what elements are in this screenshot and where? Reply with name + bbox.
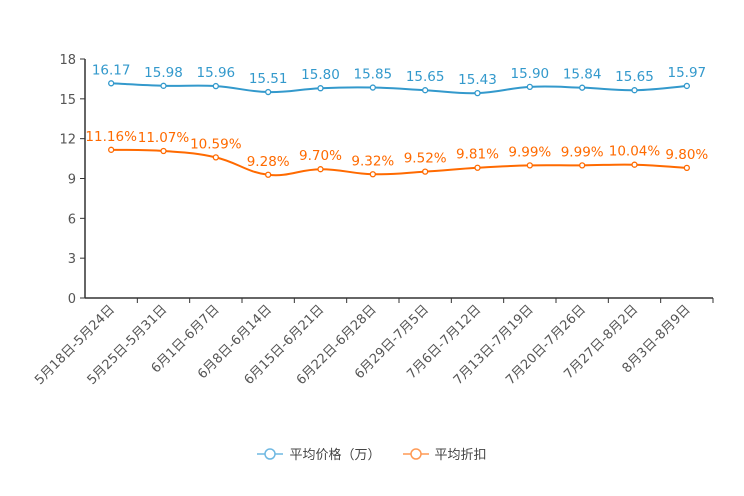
data-label: 15.51 xyxy=(249,71,288,87)
data-point xyxy=(369,84,376,91)
legend-item-0[interactable]: 平均价格（万） xyxy=(257,444,381,463)
y-tick-label: 3 xyxy=(68,252,76,267)
data-label: 15.96 xyxy=(197,65,236,81)
data-label: 10.04% xyxy=(609,144,661,160)
legend: 平均价格（万） 平均折扣 xyxy=(0,444,744,463)
data-label: 9.80% xyxy=(665,147,708,163)
series-line-0 xyxy=(111,82,687,95)
data-point xyxy=(683,164,690,172)
data-label: 9.99% xyxy=(508,144,551,160)
data-label: 9.32% xyxy=(351,153,394,169)
data-label: 9.28% xyxy=(247,154,290,170)
data-label: 15.90 xyxy=(511,66,550,82)
data-label: 15.85 xyxy=(354,67,393,83)
data-point xyxy=(212,82,219,90)
data-label: 15.43 xyxy=(458,72,497,88)
data-point xyxy=(212,154,219,161)
data-label: 11.16% xyxy=(85,129,137,145)
series-line-1 xyxy=(111,148,687,177)
data-label: 9.70% xyxy=(299,148,342,164)
data-point xyxy=(526,162,533,169)
data-point xyxy=(265,171,272,178)
legend-label: 平均价格（万） xyxy=(289,448,381,463)
data-point xyxy=(526,83,533,91)
data-label: 15.84 xyxy=(563,67,602,83)
data-label: 15.98 xyxy=(144,65,183,81)
legend-label: 平均折扣 xyxy=(434,448,487,463)
data-point xyxy=(108,146,115,153)
y-tick-label: 0 xyxy=(68,292,76,307)
data-point xyxy=(108,80,115,87)
data-point xyxy=(422,168,429,175)
data-label: 11.07% xyxy=(138,130,190,146)
data-label: 16.17 xyxy=(92,62,131,78)
data-point xyxy=(369,171,376,178)
data-label: 9.52% xyxy=(404,151,447,167)
y-tick-label: 9 xyxy=(68,173,76,188)
legend-item-1[interactable]: 平均折扣 xyxy=(402,444,487,463)
y-tick-label: 6 xyxy=(68,212,76,227)
y-tick-label: 18 xyxy=(59,53,76,68)
data-point xyxy=(683,82,690,90)
data-label: 15.65 xyxy=(406,69,445,85)
data-label: 9.99% xyxy=(561,144,604,160)
data-label: 15.97 xyxy=(668,65,707,81)
data-point xyxy=(631,161,638,168)
data-point xyxy=(317,85,324,92)
data-point xyxy=(579,84,586,91)
data-label: 15.80 xyxy=(301,67,340,83)
data-point xyxy=(160,82,167,89)
data-label: 9.81% xyxy=(456,147,499,163)
legend-line-circle-icon xyxy=(257,447,284,460)
data-point xyxy=(265,88,272,96)
data-point xyxy=(474,89,481,97)
y-tick-label: 12 xyxy=(59,133,76,148)
data-point xyxy=(317,166,324,173)
data-label: 15.65 xyxy=(615,69,654,85)
data-point xyxy=(160,147,167,155)
data-point xyxy=(579,162,586,169)
data-point xyxy=(631,87,638,94)
data-label: 10.59% xyxy=(190,136,242,152)
data-point xyxy=(422,87,429,94)
y-tick-label: 15 xyxy=(59,93,76,108)
legend-line-circle-icon xyxy=(402,447,429,460)
data-point xyxy=(474,164,481,171)
